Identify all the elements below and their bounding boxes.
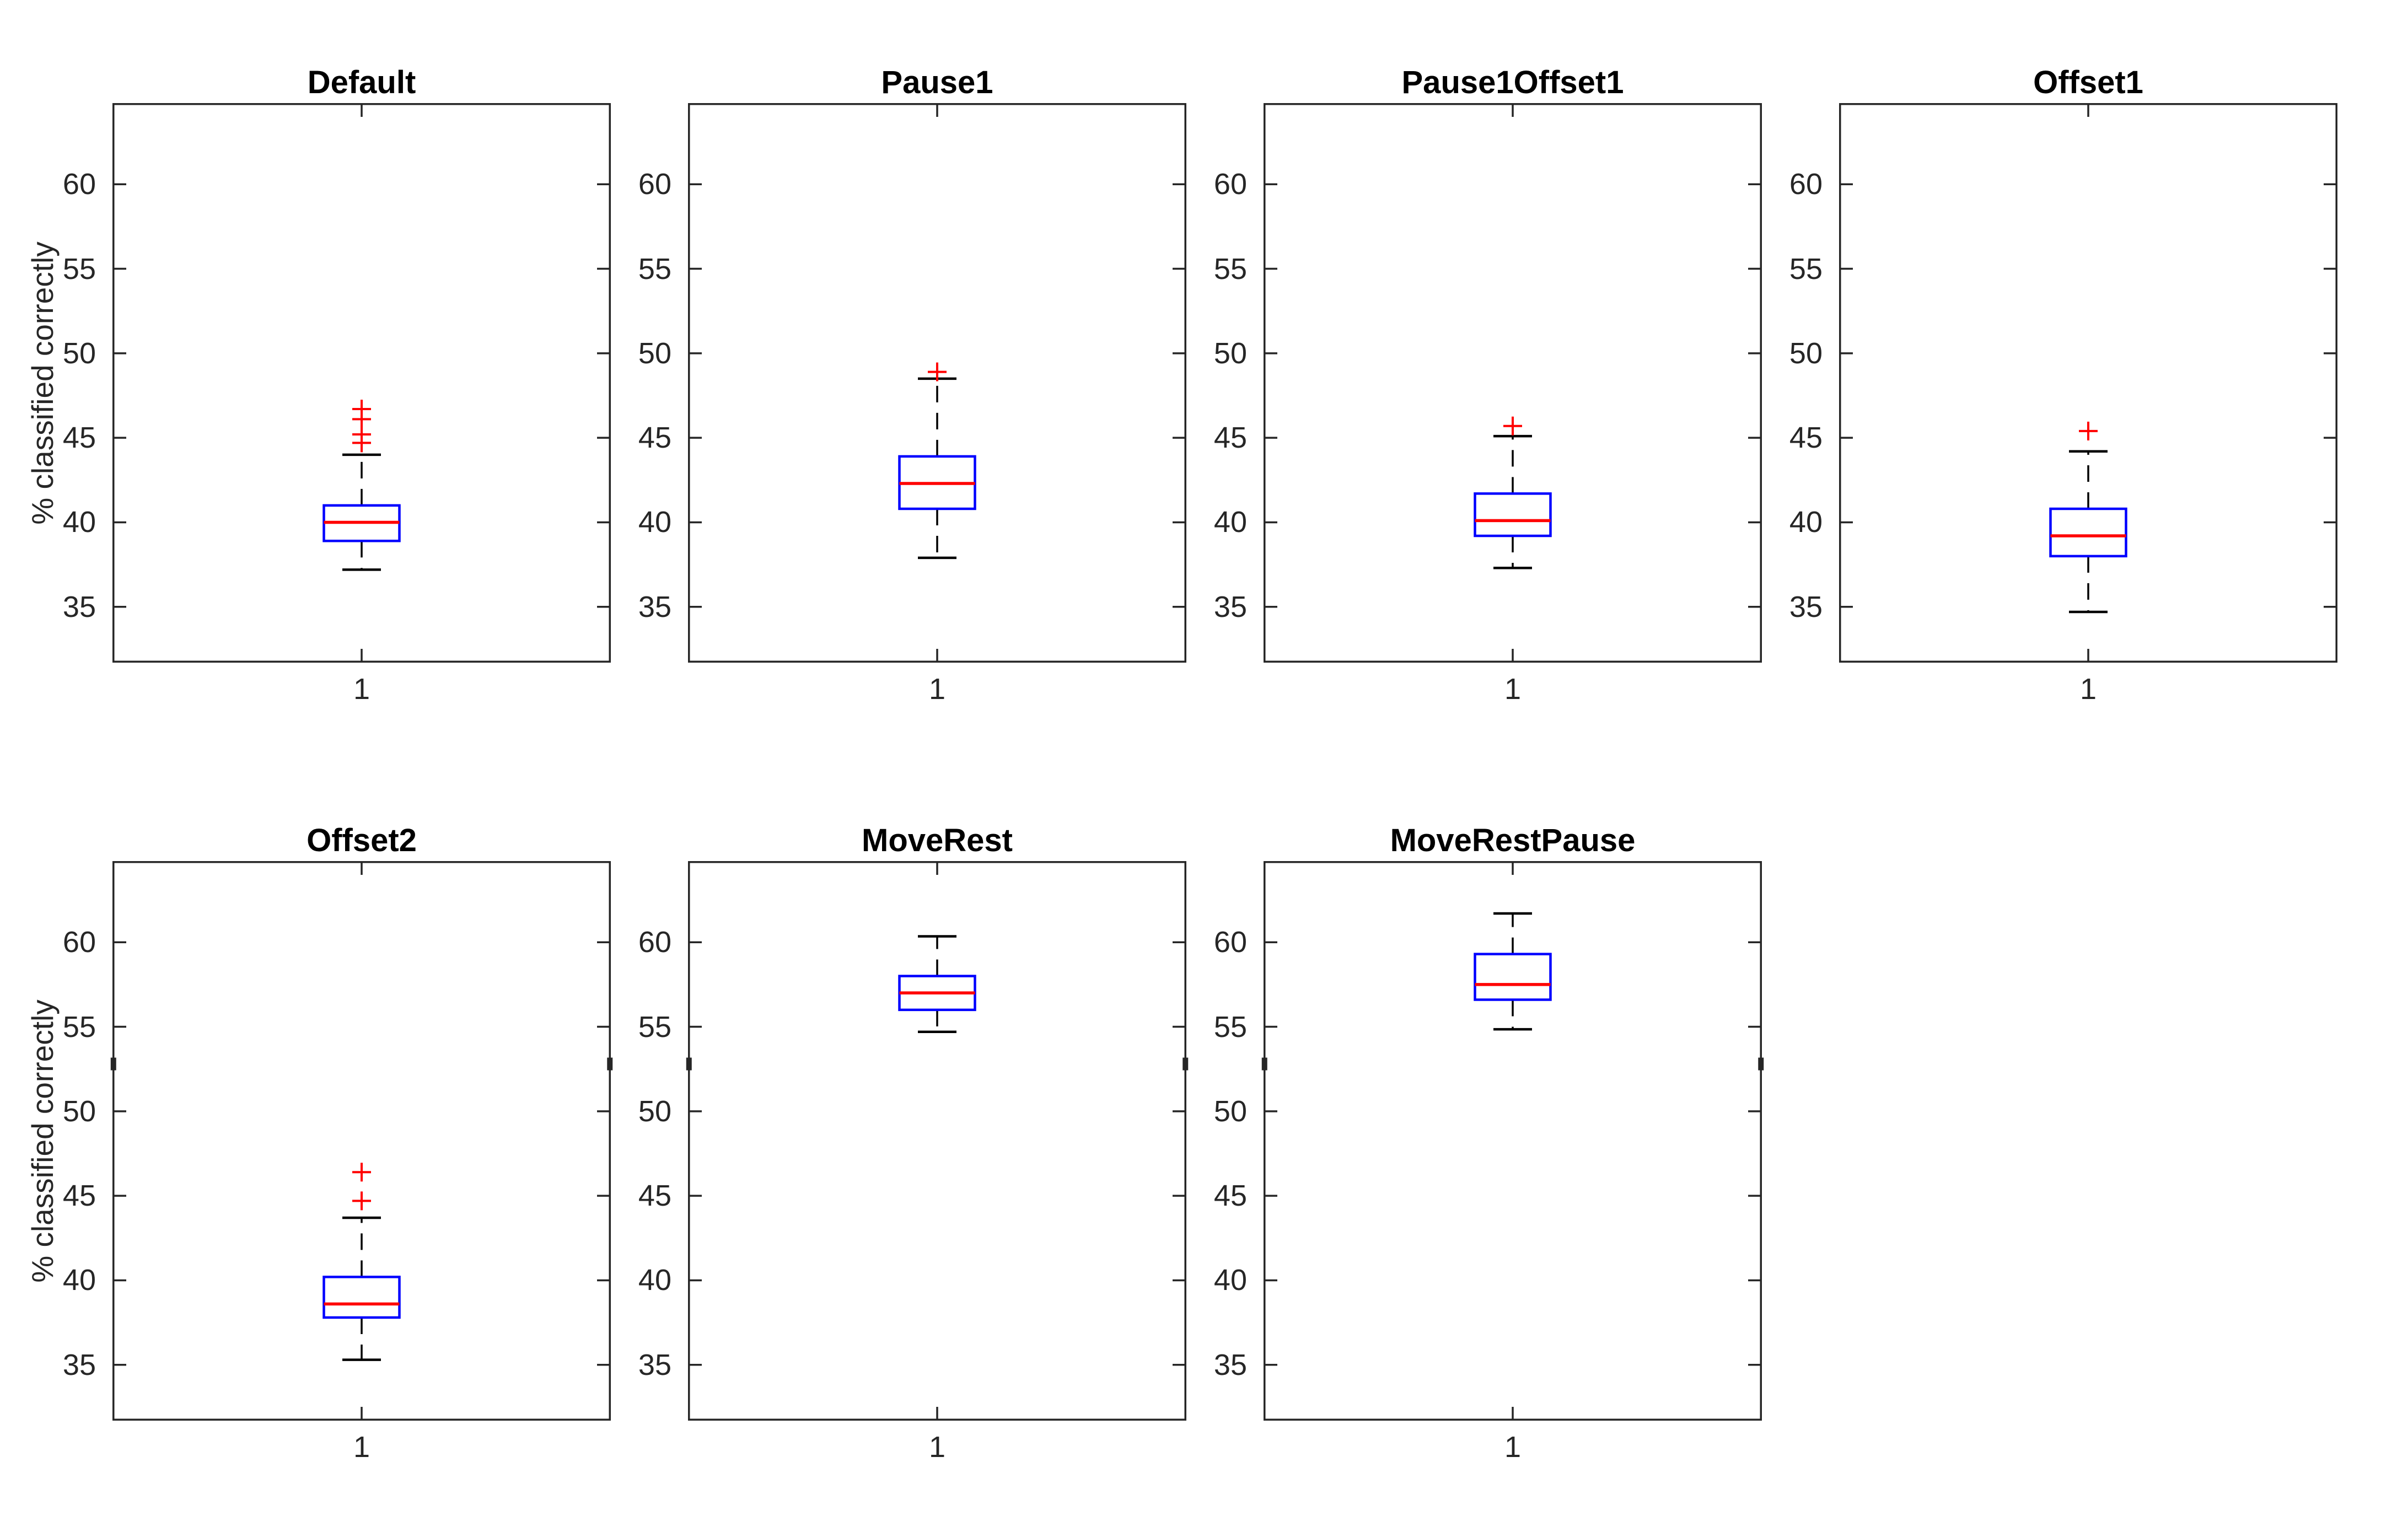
- outlier-marker: [352, 1191, 371, 1211]
- subplot-title: MoveRest: [862, 822, 1013, 858]
- y-tick-label: 50: [1213, 1094, 1247, 1128]
- outlier-marker: [352, 400, 371, 419]
- y-tick-label: 45: [1213, 1179, 1247, 1213]
- y-tick-label: 60: [62, 168, 96, 201]
- y-tick-label: 35: [638, 1348, 671, 1381]
- y-tick-label: 35: [638, 590, 671, 623]
- y-tick-label: 60: [1789, 168, 1823, 201]
- boxplot-svg: [110, 861, 613, 1421]
- y-tick-label: 40: [638, 506, 671, 539]
- y-tick-label: 40: [62, 1264, 96, 1297]
- x-tick-label: 1: [928, 1431, 946, 1464]
- y-tick-label: 40: [62, 506, 96, 539]
- plot-area: [110, 861, 613, 1421]
- x-tick-label: 1: [353, 673, 370, 706]
- subplot-title: Offset1: [2033, 64, 2143, 100]
- y-tick-label: 50: [1789, 336, 1823, 370]
- y-tick-label: 55: [1789, 252, 1823, 286]
- boxplot-svg: [112, 103, 611, 663]
- subplot-title: Offset2: [307, 822, 417, 858]
- box-rect: [1474, 953, 1552, 1001]
- y-tick-label: 50: [638, 336, 671, 370]
- axis-spine: [1839, 103, 2337, 663]
- y-tick-label: 50: [638, 1094, 671, 1128]
- plot-area: [1264, 103, 1762, 663]
- x-tick-label: 1: [928, 673, 946, 706]
- axis-spine: [1264, 103, 1762, 663]
- y-tick-label: 35: [1213, 590, 1247, 623]
- y-tick-label: 55: [62, 1010, 96, 1044]
- y-tick-label: 60: [638, 926, 671, 959]
- box-rect: [1474, 492, 1552, 537]
- plot-area: [688, 103, 1186, 663]
- y-tick-label: 50: [1213, 336, 1247, 370]
- y-tick-label: 55: [638, 1010, 671, 1044]
- y-tick-label: 35: [62, 1348, 96, 1381]
- y-tick-label: 50: [62, 336, 96, 370]
- outlier-marker: [1503, 416, 1522, 436]
- axis-spine: [688, 103, 1186, 663]
- outlier-marker: [2079, 421, 2098, 440]
- x-tick-label: 1: [1504, 673, 1522, 706]
- y-tick-label: 45: [1789, 421, 1823, 455]
- y-axis-label: % classified correctly: [25, 999, 60, 1283]
- y-axis-label: % classified correctly: [25, 241, 60, 525]
- y-tick-label: 55: [638, 252, 671, 286]
- subplot-title: MoveRestPause: [1390, 822, 1636, 858]
- boxplot-svg: [686, 861, 1189, 1421]
- y-tick-label: 35: [1213, 1348, 1247, 1381]
- outlier-marker: [352, 1163, 371, 1182]
- box-rect: [2049, 507, 2127, 558]
- plot-area: [112, 103, 611, 663]
- y-tick-label: 55: [1213, 252, 1247, 286]
- y-tick-label: 45: [62, 421, 96, 455]
- y-tick-label: 45: [1213, 421, 1247, 455]
- y-tick-label: 40: [1213, 1264, 1247, 1297]
- axis-spine: [112, 861, 611, 1421]
- box-rect: [322, 1276, 401, 1319]
- y-tick-label: 35: [1789, 590, 1823, 623]
- x-tick-label: 1: [1504, 1431, 1522, 1464]
- subplot-title: Pause1: [881, 64, 993, 100]
- y-tick-label: 60: [62, 926, 96, 959]
- x-tick-label: 1: [2079, 673, 2097, 706]
- y-tick-label: 60: [638, 168, 671, 201]
- boxplot-svg: [688, 103, 1186, 663]
- subplot-title: Default: [307, 64, 416, 100]
- y-tick-label: 45: [62, 1179, 96, 1213]
- y-tick-label: 45: [638, 421, 671, 455]
- boxplot-svg: [1264, 103, 1762, 663]
- axis-spine: [112, 103, 611, 663]
- x-tick-label: 1: [353, 1431, 370, 1464]
- subplot-title: Pause1Offset1: [1401, 64, 1624, 100]
- y-tick-label: 50: [62, 1094, 96, 1128]
- plot-area: [686, 861, 1189, 1421]
- y-tick-label: 40: [1213, 506, 1247, 539]
- y-tick-label: 45: [638, 1179, 671, 1213]
- y-tick-label: 40: [638, 1264, 671, 1297]
- boxplot-svg: [1839, 103, 2337, 663]
- y-tick-label: 35: [62, 590, 96, 623]
- outlier-marker: [928, 362, 947, 381]
- plot-area: [1261, 861, 1764, 1421]
- y-tick-label: 55: [62, 252, 96, 286]
- y-tick-label: 40: [1789, 506, 1823, 539]
- y-tick-label: 60: [1213, 926, 1247, 959]
- boxplot-svg: [1261, 861, 1764, 1421]
- plot-area: [1839, 103, 2337, 663]
- y-tick-label: 55: [1213, 1010, 1247, 1044]
- y-tick-label: 60: [1213, 168, 1247, 201]
